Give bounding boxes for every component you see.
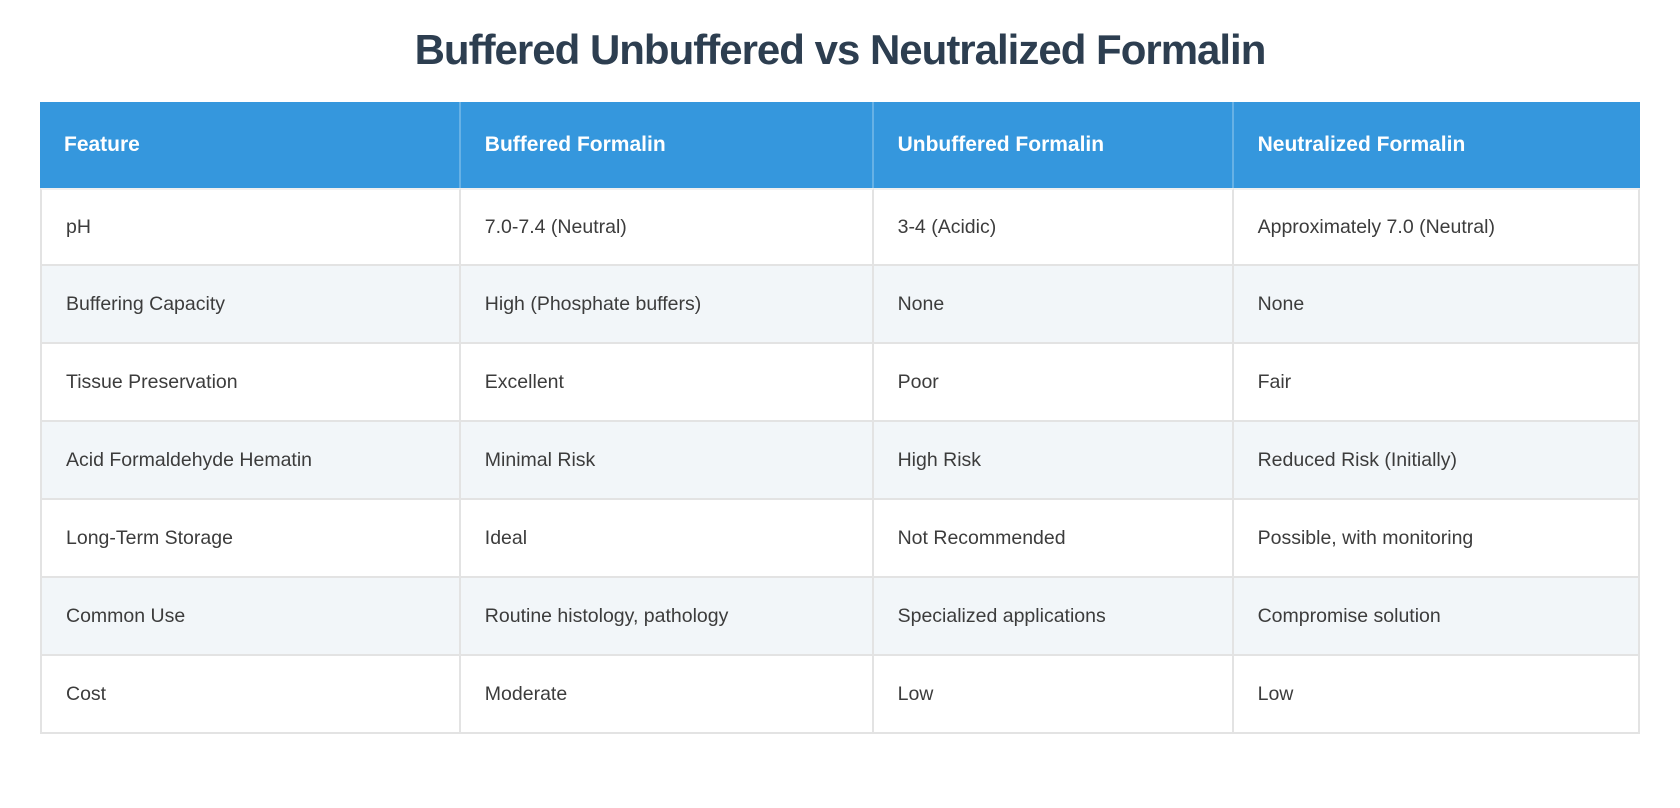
value-cell: None [873,266,1234,344]
value-cell: Excellent [460,344,874,422]
value-cell: Compromise solution [1233,578,1640,656]
row-label-cell: Tissue Preservation [40,344,461,422]
table-row: Common Use Routine histology, pathology Sp… [40,578,1640,656]
row-label-cell: pH [40,188,461,266]
value-cell: High (Phosphate buffers) [460,266,874,344]
value-cell: Reduced Risk (Initially) [1233,422,1640,500]
value-cell: Low [873,656,1234,734]
value-cell: Minimal Risk [460,422,874,500]
table-row: Buffering Capacity High (Phosphate buffer… [40,266,1640,344]
table-header: Feature Buffered Formalin Unbuffered Forma… [40,102,1640,188]
row-label-cell: Buffering Capacity [40,266,461,344]
value-cell: Possible, with monitoring [1233,500,1640,578]
table-row: Tissue Preservation Excellent Poor Fair [40,344,1640,422]
row-label-cell: Acid Formaldehyde Hematin [40,422,461,500]
value-cell: 3-4 (Acidic) [873,188,1234,266]
column-header-2: Unbuffered Formalin [873,102,1234,188]
value-cell: Low [1233,656,1640,734]
value-cell: None [1233,266,1640,344]
table-row: pH 7.0-7.4 (Neutral) 3-4 (Acidic) Approxima… [40,188,1640,266]
table-row: Cost Moderate Low Low [40,656,1640,734]
value-cell: Approximately 7.0 (Neutral) [1233,188,1640,266]
column-header-0: Feature [40,102,461,188]
row-label-cell: Common Use [40,578,461,656]
table-body: pH 7.0-7.4 (Neutral) 3-4 (Acidic) Approxima… [40,188,1640,734]
page-title: Buffered Unbuffered vs Neutralized Forma… [414,26,1267,73]
value-cell: High Risk [873,422,1234,500]
column-header-3: Neutralized Formalin [1233,102,1640,188]
value-cell: Ideal [460,500,874,578]
comparison-table: Feature Buffered Formalin Unbuffered Forma… [40,102,1640,734]
table-row: Acid Formaldehyde Hematin Minimal Risk Hig… [40,422,1640,500]
value-cell: Routine histology, pathology [460,578,874,656]
value-cell: Fair [1233,344,1640,422]
header-row: Feature Buffered Formalin Unbuffered Forma… [40,102,1640,188]
value-cell: Not Recommended [873,500,1234,578]
value-cell: 7.0-7.4 (Neutral) [460,188,874,266]
value-cell: Moderate [460,656,874,734]
row-label-cell: Long-Term Storage [40,500,461,578]
value-cell: Specialized applications [873,578,1234,656]
value-cell: Poor [873,344,1234,422]
table-row: Long-Term Storage Ideal Not Recommended Pos… [40,500,1640,578]
table-container: Feature Buffered Formalin Unbuffered Forma… [40,102,1640,734]
column-header-1: Buffered Formalin [460,102,874,188]
row-label-cell: Cost [40,656,461,734]
